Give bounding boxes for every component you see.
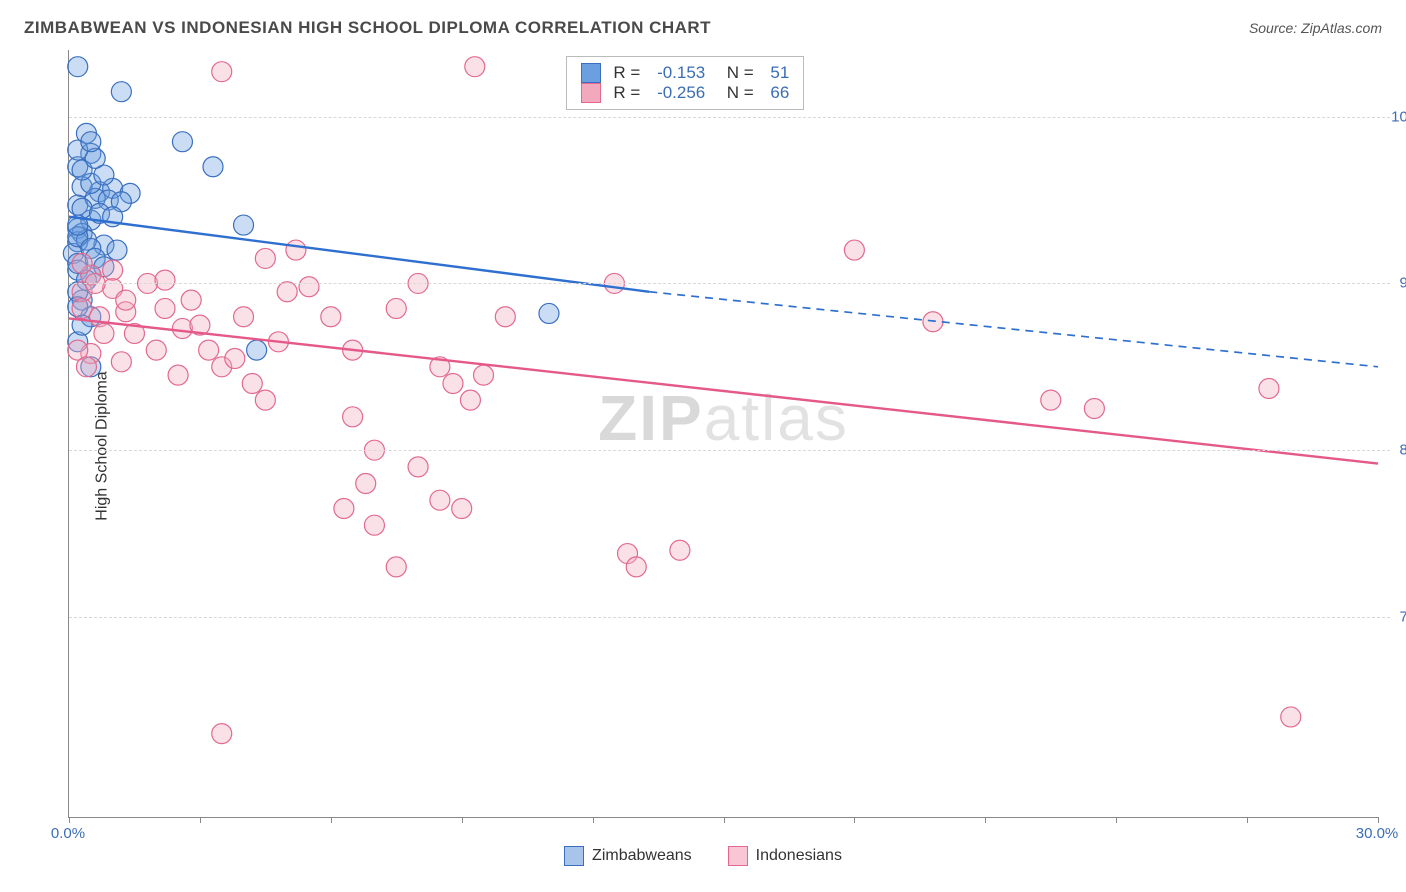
correlation-row: R = -0.256 N = 66 (581, 83, 789, 103)
scatter-point (111, 352, 131, 372)
scatter-point (670, 540, 690, 560)
scatter-point (76, 357, 96, 377)
scatter-point (172, 132, 192, 152)
scatter-point (430, 490, 450, 510)
y-tick-label: 80.0% (1399, 442, 1406, 459)
scatter-point (168, 365, 188, 385)
scatter-point (172, 318, 192, 338)
scatter-point (386, 298, 406, 318)
legend-label: Indonesians (756, 847, 842, 865)
scatter-point (234, 307, 254, 327)
scatter-point (247, 340, 267, 360)
x-tick (1247, 817, 1248, 823)
correlation-legend-box: R = -0.153 N = 51R = -0.256 N = 66 (566, 56, 804, 110)
x-tick (1378, 817, 1379, 823)
scatter-point (199, 340, 219, 360)
scatter-point (155, 270, 175, 290)
legend-swatch (728, 846, 748, 866)
scatter-point (1259, 378, 1279, 398)
correlation-row: R = -0.153 N = 51 (581, 63, 789, 83)
gridline (69, 283, 1390, 284)
scatter-point (299, 277, 319, 297)
scatter-point (107, 240, 127, 260)
scatter-point (844, 240, 864, 260)
x-tick-label: 0.0% (51, 825, 85, 842)
scatter-point (465, 57, 485, 77)
x-tick (200, 817, 201, 823)
x-tick (724, 817, 725, 823)
x-tick (462, 817, 463, 823)
legend-swatch (581, 63, 601, 83)
scatter-point (452, 499, 472, 519)
gridline (69, 450, 1390, 451)
gridline (69, 617, 1390, 618)
scatter-point (234, 215, 254, 235)
scatter-point (408, 457, 428, 477)
x-tick (1116, 817, 1117, 823)
bottom-legend: Zimbabweans Indonesians (0, 846, 1406, 866)
scatter-point (321, 307, 341, 327)
y-tick-label: 100.0% (1391, 108, 1406, 125)
scatter-point (277, 282, 297, 302)
scatter-point (626, 557, 646, 577)
regression-line-dashed (649, 292, 1378, 367)
legend-label: Zimbabweans (592, 847, 692, 865)
scatter-point (242, 373, 262, 393)
x-tick (854, 817, 855, 823)
scatter-point (286, 240, 306, 260)
x-tick (985, 817, 986, 823)
scatter-point (334, 499, 354, 519)
scatter-point (103, 260, 123, 280)
scatter-point (343, 407, 363, 427)
scatter-point (495, 307, 515, 327)
scatter-point (146, 340, 166, 360)
legend-item: Zimbabweans (564, 846, 692, 866)
y-tick-label: 90.0% (1399, 275, 1406, 292)
x-tick-label: 30.0% (1356, 825, 1399, 842)
scatter-point (1084, 398, 1104, 418)
scatter-point (255, 248, 275, 268)
x-tick (69, 817, 70, 823)
source-label: Source: ZipAtlas.com (1249, 20, 1382, 36)
scatter-point (255, 390, 275, 410)
scatter-point (539, 303, 559, 323)
scatter-point (203, 157, 223, 177)
scatter-point (443, 373, 463, 393)
chart-plot-area: ZIPatlas R = -0.153 N = 51R = -0.256 N =… (68, 50, 1378, 818)
scatter-point (356, 474, 376, 494)
scatter-point (72, 253, 92, 273)
scatter-point (225, 348, 245, 368)
scatter-point (116, 290, 136, 310)
scatter-point (474, 365, 494, 385)
scatter-point (1041, 390, 1061, 410)
legend-swatch (581, 83, 601, 103)
scatter-point (81, 132, 101, 152)
scatter-point (68, 57, 88, 77)
gridline (69, 117, 1390, 118)
scatter-point (364, 515, 384, 535)
scatter-point (94, 323, 114, 343)
legend-item: Indonesians (728, 846, 842, 866)
scatter-point (460, 390, 480, 410)
scatter-point (212, 62, 232, 82)
scatter-point (111, 82, 131, 102)
x-tick (593, 817, 594, 823)
x-tick (331, 817, 332, 823)
chart-title: ZIMBABWEAN VS INDONESIAN HIGH SCHOOL DIP… (24, 18, 711, 38)
y-tick-label: 70.0% (1399, 608, 1406, 625)
scatter-point (386, 557, 406, 577)
scatter-point (1281, 707, 1301, 727)
scatter-point (181, 290, 201, 310)
scatter-svg (69, 50, 1378, 817)
scatter-point (155, 298, 175, 318)
legend-swatch (564, 846, 584, 866)
scatter-point (212, 724, 232, 744)
